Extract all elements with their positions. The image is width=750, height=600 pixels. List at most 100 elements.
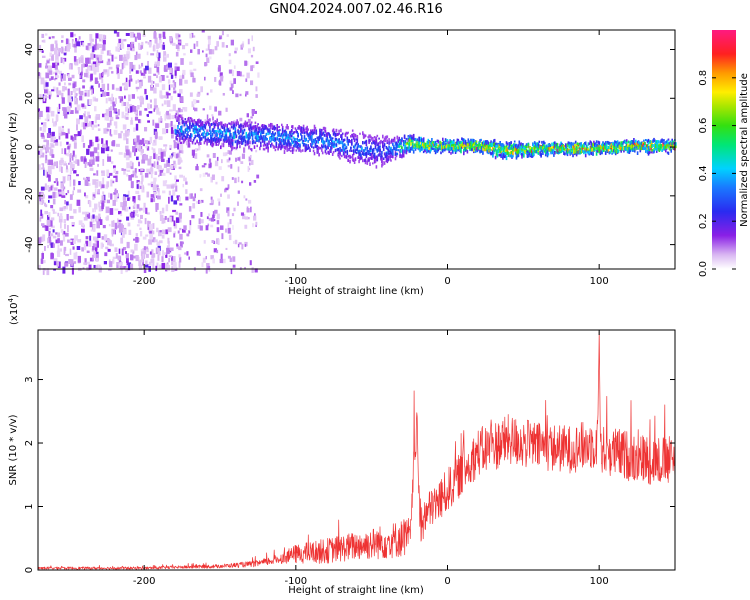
signal-cell (264, 125, 267, 130)
signal-cell (346, 139, 349, 143)
noise-cell (172, 256, 176, 263)
signal-cell (506, 142, 509, 145)
noise-cell (46, 171, 50, 178)
noise-cell (198, 253, 201, 256)
noise-cell (255, 61, 259, 64)
signal-cell (512, 151, 514, 156)
signal-cell (381, 150, 383, 155)
signal-cell (247, 140, 249, 144)
noise-cell (180, 130, 184, 136)
signal-cell (293, 143, 296, 148)
signal-cell (250, 132, 253, 137)
noise-cell (220, 225, 224, 230)
signal-cell (302, 139, 305, 143)
signal-cell (575, 148, 578, 152)
signal-cell (184, 137, 187, 141)
noise-cell (93, 124, 98, 128)
signal-cell (496, 153, 499, 156)
signal-cell (317, 136, 319, 141)
signal-cell (255, 131, 258, 136)
signal-cell (351, 129, 354, 132)
noise-cell (118, 211, 122, 215)
noise-cell (114, 194, 118, 202)
signal-cell (243, 135, 246, 140)
noise-cell (105, 109, 110, 116)
signal-cell (323, 128, 326, 131)
noise-cell (167, 157, 170, 163)
signal-cell (199, 140, 201, 144)
noise-cell (47, 159, 50, 166)
noise-cell (188, 206, 192, 212)
signal-cell (514, 150, 517, 155)
noise-cell (89, 235, 92, 241)
noise-cell (119, 54, 123, 61)
signal-cell (463, 139, 465, 144)
signal-cell (184, 135, 187, 139)
noise-cell (123, 169, 126, 175)
signal-cell (571, 144, 573, 148)
signal-cell (579, 144, 581, 147)
signal-cell (242, 139, 245, 143)
noise-cell (148, 239, 152, 245)
noise-cell (177, 47, 180, 52)
signal-cell (261, 124, 264, 127)
noise-cell (216, 220, 220, 225)
signal-cell (300, 130, 302, 133)
noise-cell (221, 142, 223, 148)
noise-cell (250, 116, 253, 119)
signal-cell (506, 147, 509, 152)
signal-cell (665, 146, 667, 150)
noise-cell (239, 93, 242, 97)
signal-cell (296, 137, 298, 141)
signal-cell (447, 145, 450, 149)
signal-cell (452, 141, 454, 144)
signal-cell (382, 145, 385, 149)
signal-cell (291, 147, 294, 150)
noise-cell (41, 122, 45, 125)
noise-cell (204, 63, 208, 66)
signal-cell (457, 140, 460, 144)
noise-cell (49, 240, 52, 246)
noise-cell (98, 43, 102, 48)
noise-cell (38, 144, 41, 148)
noise-cell (94, 77, 98, 84)
signal-cell (533, 141, 536, 145)
signal-cell (636, 151, 639, 155)
signal-cell (289, 134, 291, 138)
signal-cell (376, 156, 379, 159)
noise-cell (125, 77, 128, 84)
signal-cell (418, 147, 420, 151)
noise-cell (110, 134, 113, 137)
noise-cell (117, 43, 120, 48)
noise-cell (224, 188, 227, 193)
signal-cell (293, 131, 296, 134)
signal-cell (596, 149, 599, 153)
signal-cell (273, 133, 276, 137)
noise-cell (168, 258, 170, 263)
signal-cell (235, 121, 238, 125)
signal-cell (198, 128, 200, 131)
noise-cell (255, 94, 258, 98)
noise-cell (158, 136, 163, 140)
noise-cell (145, 145, 148, 149)
signal-cell (609, 143, 612, 147)
x-tick-label: -100 (284, 276, 307, 287)
noise-cell (76, 246, 81, 250)
signal-cell (249, 127, 251, 132)
noise-cell (145, 246, 149, 250)
noise-cell (110, 105, 113, 111)
noise-cell (252, 46, 255, 52)
signal-cell (506, 151, 509, 155)
noise-cell (228, 157, 231, 161)
noise-cell (195, 166, 199, 171)
noise-cell (74, 235, 78, 241)
noise-cell (122, 57, 127, 61)
signal-cell (480, 138, 482, 141)
signal-cell (254, 128, 257, 132)
noise-cell (168, 190, 171, 196)
signal-cell (395, 141, 398, 145)
noise-cell (246, 61, 249, 66)
signal-cell (199, 129, 201, 133)
signal-cell (565, 144, 568, 149)
signal-cell (453, 146, 456, 150)
